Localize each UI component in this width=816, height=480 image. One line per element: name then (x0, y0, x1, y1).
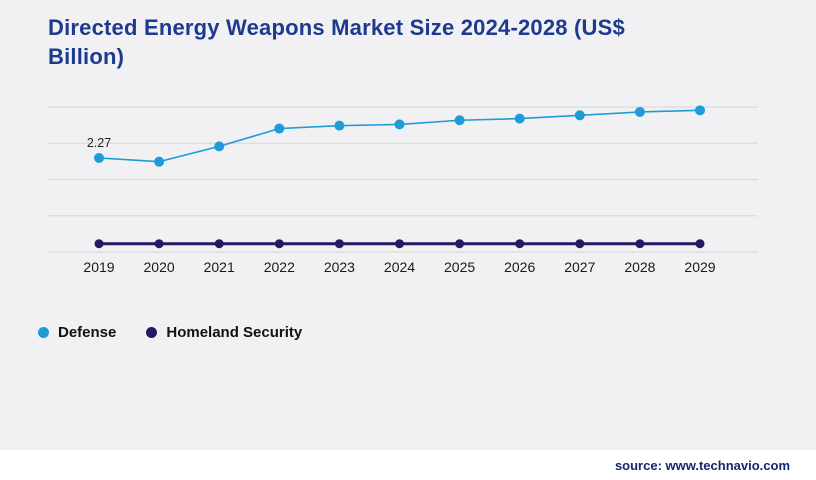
homeland-security-point[interactable] (455, 239, 465, 249)
defense-point[interactable] (514, 113, 525, 124)
defense-point[interactable] (574, 110, 585, 121)
legend-item-defense[interactable]: Defense (38, 324, 116, 341)
x-axis-label: 2025 (444, 259, 475, 275)
footer-bar: source: www.technavio.com (0, 450, 816, 480)
defense-line (98, 109, 701, 163)
x-axis-label: 2021 (204, 259, 235, 275)
defense-point[interactable] (214, 141, 225, 152)
homeland-security-legend-dot (146, 327, 158, 338)
x-axis-label: 2024 (384, 259, 415, 275)
defense-point[interactable] (695, 105, 705, 116)
x-axis-label: 2023 (324, 259, 355, 275)
defense-legend-dot (38, 327, 49, 338)
homeland-security-point[interactable] (515, 239, 525, 249)
x-axis-label: 2027 (564, 259, 595, 275)
homeland-security-point[interactable] (695, 239, 705, 249)
homeland-security-point[interactable] (94, 239, 104, 249)
defense-point[interactable] (454, 115, 465, 126)
x-axis-label: 2019 (83, 259, 114, 275)
homeland-security-point[interactable] (395, 239, 404, 249)
x-axis-label: 2029 (684, 259, 715, 275)
defense-point[interactable] (634, 106, 645, 117)
defense-point[interactable] (154, 156, 165, 167)
homeland-security-point[interactable] (334, 239, 344, 249)
homeland-security-point[interactable] (274, 239, 284, 249)
defense-point[interactable] (334, 120, 345, 131)
data-label: 2.27 (87, 136, 111, 150)
x-axis-label: 2028 (624, 259, 655, 275)
x-axis-label: 2022 (264, 259, 295, 275)
defense-point[interactable] (394, 119, 405, 130)
defense-point[interactable] (94, 152, 104, 163)
homeland-security-point[interactable] (635, 239, 645, 249)
chart-title: Directed Energy Weapons Market Size 2024… (48, 15, 625, 69)
legend-label-defense: Defense (58, 324, 117, 341)
homeland-security-point[interactable] (575, 239, 585, 249)
defense-point[interactable] (274, 123, 285, 134)
x-axis-label: 2020 (144, 259, 175, 275)
homeland-security-point[interactable] (154, 239, 164, 249)
chart-legend: Defense Homeland Security (38, 324, 302, 341)
legend-label-homeland-security: Homeland Security (166, 324, 303, 341)
legend-item-homeland-security[interactable]: Homeland Security (146, 324, 302, 341)
homeland-security-point[interactable] (214, 239, 224, 249)
line-chart: 2019 2020 2021 2022 2023 2024 2025 2026 2027 2028… (48, 105, 758, 275)
source-credit: source: www.technavio.com (614, 457, 790, 473)
x-axis-label: 2026 (504, 259, 535, 275)
